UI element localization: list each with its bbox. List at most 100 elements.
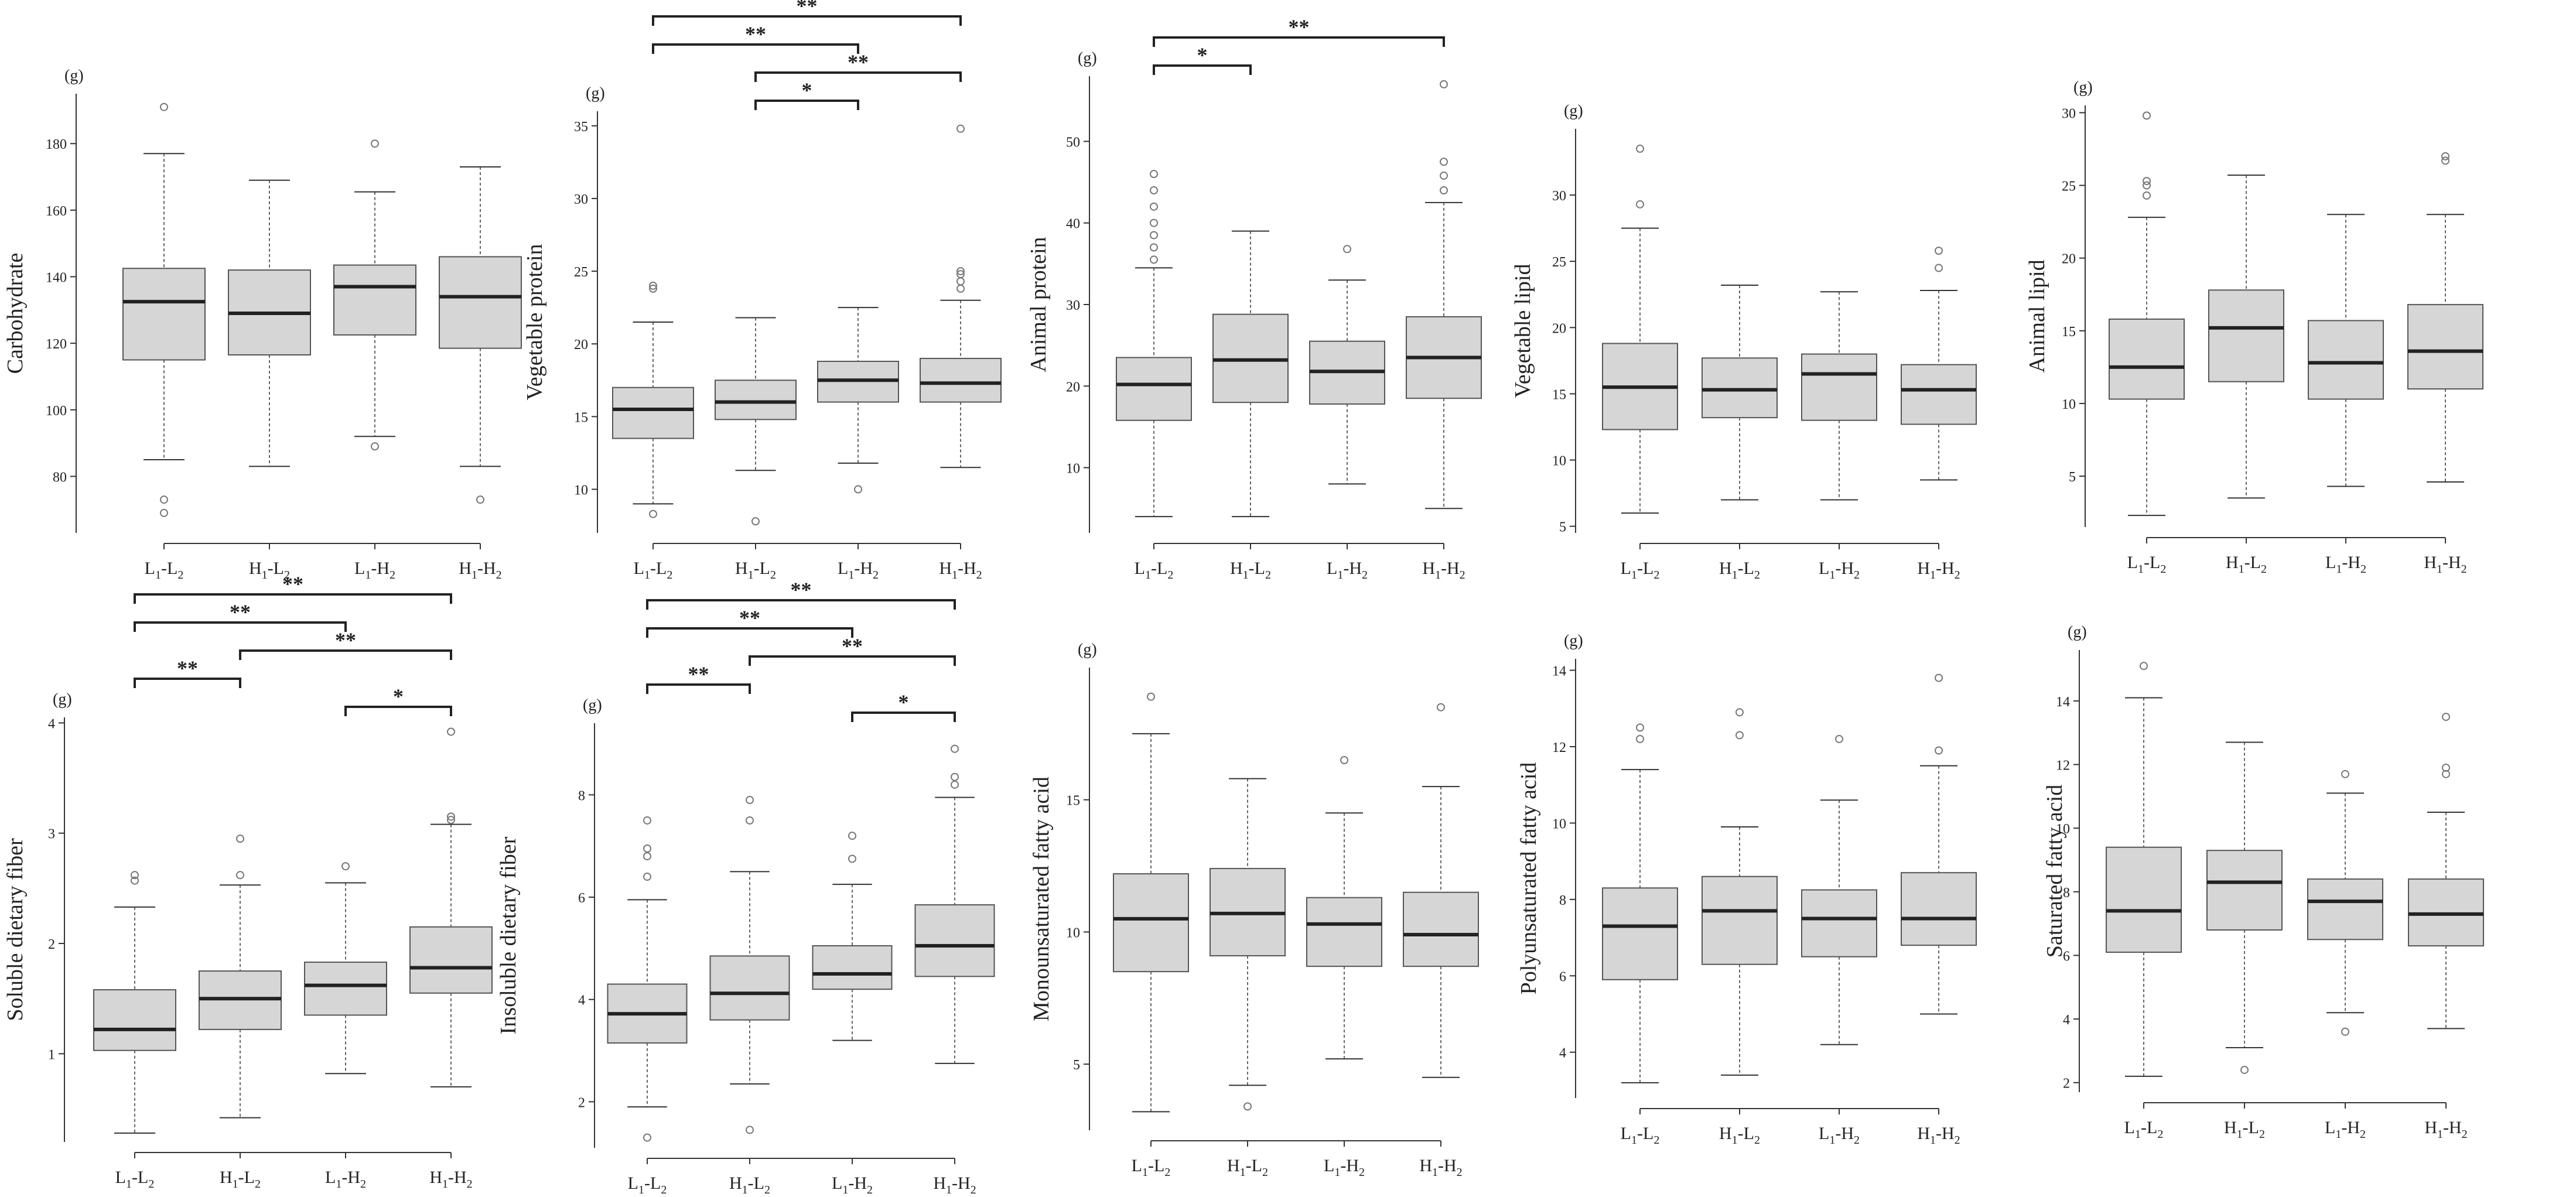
y-tick-label: 6: [2063, 949, 2070, 964]
y-axis-label: Animal protein: [1026, 237, 1051, 372]
outlier-point: [2143, 181, 2151, 190]
significance-label: **: [282, 572, 303, 596]
x-tick-label: L1-H2: [2325, 553, 2366, 576]
x-tick-label: L1-H2: [325, 1168, 366, 1191]
outlier-point: [643, 816, 651, 825]
y-tick-label: 35: [574, 119, 588, 135]
outlier-point: [1150, 202, 1158, 211]
significance-label: **: [797, 0, 818, 18]
x-tick-label-sub2: 2: [2261, 563, 2267, 576]
outlier-point: [1636, 200, 1644, 208]
y-tick-label: 15: [1066, 794, 1080, 809]
outlier-point: [643, 1133, 651, 1142]
x-tick-label: H1-H2: [2424, 553, 2466, 576]
box-3: [1801, 889, 1877, 957]
box-3: [812, 945, 893, 990]
x-tick-label-pre: L: [832, 1174, 842, 1193]
significance-label: **: [177, 656, 198, 680]
x-tick-label: L1-H2: [1327, 559, 1368, 582]
outlier-point: [951, 744, 959, 753]
x-tick-label-pre: L: [354, 559, 365, 578]
box-2: [1702, 357, 1778, 419]
outlier-point: [341, 862, 350, 871]
x-tick-label-mid: -H: [2442, 553, 2461, 572]
y-tick-label: 100: [46, 403, 67, 419]
x-tick-label-sub2: 2: [976, 569, 982, 582]
x-tick-label-sub2: 2: [1754, 569, 1760, 582]
outlier-point: [643, 852, 651, 861]
significance-bracket: [1153, 36, 1445, 47]
x-tick-label: H1-L2: [220, 1168, 261, 1191]
x-tick-label-sub2: 2: [764, 1184, 770, 1196]
box-4: [914, 904, 995, 977]
x-tick-label-sub1: 1: [748, 569, 754, 582]
x-tick-label-sub1: 1: [1142, 1166, 1148, 1179]
outlier-point: [854, 485, 862, 494]
x-tick-label-pre: H: [1227, 1156, 1240, 1175]
x-tick-label-sub2: 2: [1460, 569, 1465, 582]
outlier-point: [1636, 144, 1644, 153]
y-tick-label: 4: [2063, 1013, 2070, 1028]
x-tick-label-sub2: 2: [1164, 1166, 1170, 1179]
x-tick-label-pre: H: [1917, 559, 1930, 578]
x-tick-label-mid: -H: [1438, 1156, 1457, 1175]
x-tick-label-sub2: 2: [1955, 1134, 1960, 1147]
y-tick-label: 20: [2062, 252, 2076, 267]
y-tick-label: 20: [1552, 321, 1566, 336]
significance-bracket: [749, 655, 956, 666]
y-axis-label: Saturated fatty acid: [2042, 785, 2067, 957]
y-tick-label: 10: [1066, 461, 1080, 477]
x-tick-label: H1-H2: [1419, 1156, 1462, 1179]
x-tick-label-pre: L: [1132, 1156, 1142, 1175]
outlier-point: [2441, 152, 2449, 160]
outlier-point: [2140, 662, 2148, 671]
unit-label: (g): [586, 84, 605, 102]
outlier-point: [447, 816, 455, 825]
x-tick-label: L1-H2: [354, 559, 395, 582]
significance-label: **: [848, 50, 869, 74]
x-tick-label-mid: -H: [1441, 559, 1460, 578]
x-tick-label-pre: H: [249, 559, 262, 578]
x-tick-label: L1-H2: [838, 559, 879, 582]
significance-label: **: [739, 606, 760, 630]
x-tick-label-pre: H: [459, 559, 472, 578]
outlier-point: [447, 812, 455, 821]
x-tick-label-sub2: 2: [467, 1178, 473, 1191]
outlier-point: [643, 873, 651, 881]
x-tick-label-sub2: 2: [867, 1184, 873, 1196]
x-tick-label: H1-L2: [1719, 559, 1760, 582]
x-tick-label-mid: -L: [1148, 1156, 1164, 1175]
x-tick-label-pre: L: [2325, 553, 2336, 572]
x-tick-label-sub1: 1: [1732, 1134, 1738, 1147]
x-tick-label-sub2: 2: [1955, 569, 1960, 582]
box-1: [93, 989, 176, 1051]
outlier-point: [1935, 673, 1943, 682]
outlier-point: [371, 442, 379, 451]
y-tick-label: 10: [2062, 397, 2076, 412]
x-tick-label-pre: H: [2226, 553, 2239, 572]
x-tick-label-sub1: 1: [1631, 1134, 1637, 1147]
x-tick-label-sub2: 2: [2360, 563, 2366, 576]
x-tick-label: H1-H2: [1422, 559, 1465, 582]
y-tick-label: 8: [2063, 885, 2070, 901]
y-tick-label: 10: [574, 483, 588, 498]
x-tick-label-pre: H: [1230, 559, 1243, 578]
x-tick-label-mid: -L: [1738, 559, 1754, 578]
box-2: [1702, 875, 1778, 965]
y-tick-label: 10: [1552, 454, 1566, 469]
significance-bracket: [652, 43, 859, 54]
x-tick-label-mid: -L: [238, 1168, 255, 1187]
x-tick-label-mid: -L: [1151, 559, 1167, 578]
y-tick-label: 20: [574, 337, 588, 353]
significance-label: **: [688, 662, 709, 686]
box-4: [920, 358, 1002, 403]
x-tick-label-pre: L: [1621, 559, 1631, 578]
x-tick-label: H1-H2: [1917, 1124, 1960, 1147]
x-tick-label-sub1: 1: [2239, 563, 2244, 576]
x-tick-label-sub1: 1: [1334, 1166, 1340, 1179]
outlier-point: [956, 124, 965, 133]
